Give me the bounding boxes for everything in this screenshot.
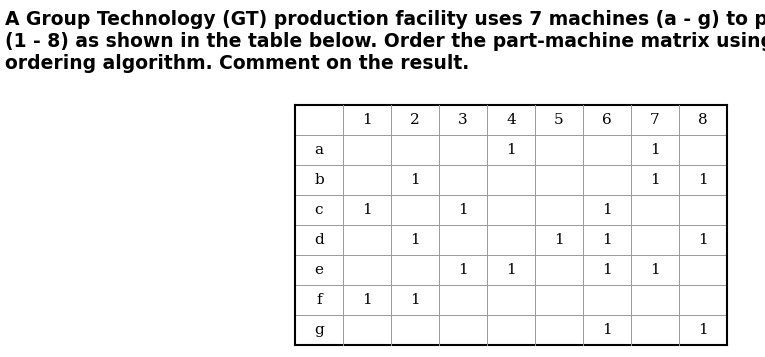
Text: 1: 1	[458, 203, 468, 217]
Text: A Group Technology (GT) production facility uses 7 machines (a - g) to process 8: A Group Technology (GT) production facil…	[5, 10, 765, 29]
Text: 7: 7	[650, 113, 659, 127]
Text: f: f	[316, 293, 322, 307]
Text: 4: 4	[506, 113, 516, 127]
Text: 1: 1	[602, 233, 612, 247]
Text: c: c	[314, 203, 324, 217]
Text: 1: 1	[506, 263, 516, 277]
Text: 1: 1	[650, 143, 660, 157]
Text: e: e	[314, 263, 324, 277]
Text: a: a	[314, 143, 324, 157]
Text: 1: 1	[410, 173, 420, 187]
Text: 1: 1	[602, 263, 612, 277]
Text: 1: 1	[650, 263, 660, 277]
Text: 1: 1	[698, 323, 708, 337]
Text: 1: 1	[602, 323, 612, 337]
Text: d: d	[314, 233, 324, 247]
Text: 1: 1	[362, 113, 372, 127]
Text: g: g	[314, 323, 324, 337]
Text: 1: 1	[554, 233, 564, 247]
Text: 5: 5	[554, 113, 564, 127]
Text: 2: 2	[410, 113, 420, 127]
Text: 1: 1	[506, 143, 516, 157]
Text: 3: 3	[458, 113, 468, 127]
Text: 1: 1	[362, 293, 372, 307]
Text: 1: 1	[602, 203, 612, 217]
Text: 1: 1	[362, 203, 372, 217]
Text: 1: 1	[410, 233, 420, 247]
Text: 1: 1	[650, 173, 660, 187]
Text: 6: 6	[602, 113, 612, 127]
Text: b: b	[314, 173, 324, 187]
Text: 1: 1	[698, 173, 708, 187]
Text: 1: 1	[698, 233, 708, 247]
Text: 1: 1	[410, 293, 420, 307]
Text: 8: 8	[698, 113, 708, 127]
Text: ordering algorithm. Comment on the result.: ordering algorithm. Comment on the resul…	[5, 54, 469, 73]
Text: (1 - 8) as shown in the table below. Order the part-machine matrix using the bin: (1 - 8) as shown in the table below. Ord…	[5, 32, 765, 51]
Text: 1: 1	[458, 263, 468, 277]
